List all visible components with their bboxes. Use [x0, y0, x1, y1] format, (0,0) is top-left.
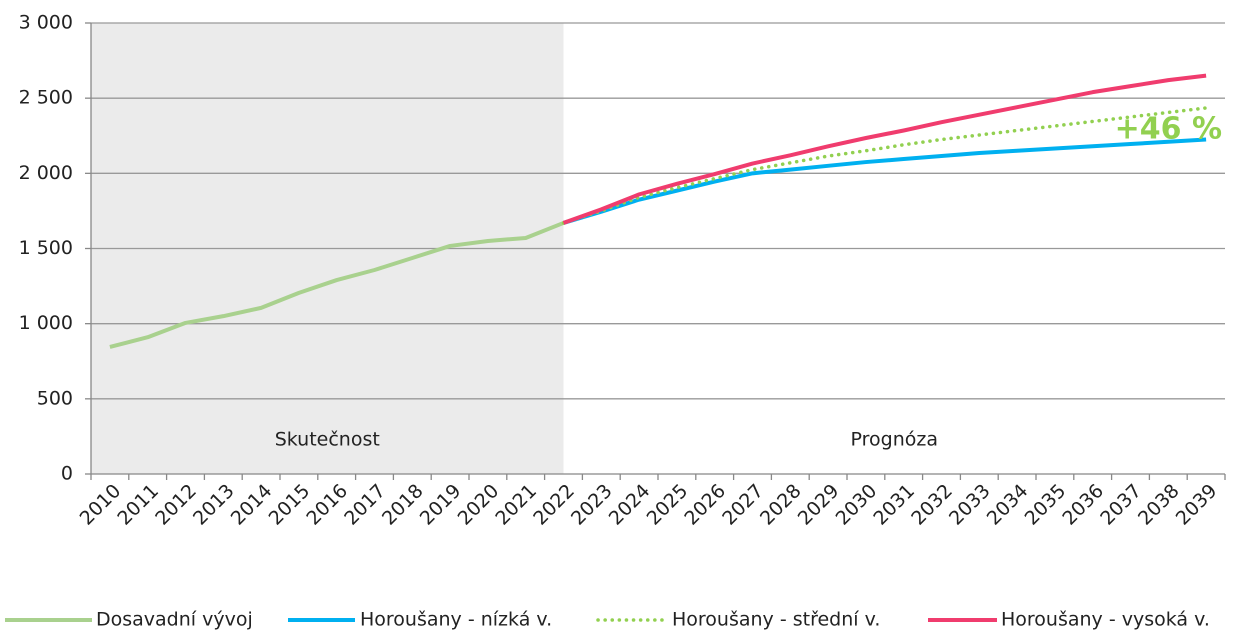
y-tick-label: 500 [37, 387, 73, 409]
x-tick-label: 2037 [1096, 480, 1146, 530]
legend-label: Dosavadní vývoj [96, 609, 253, 631]
x-tick-label: 2015 [265, 480, 315, 530]
x-tick-label: 2020 [454, 480, 504, 530]
y-tick-label: 0 [61, 463, 73, 485]
x-tick-label: 2036 [1058, 480, 1108, 530]
x-tick-label: 2025 [643, 480, 693, 530]
x-tick-label: 2017 [340, 480, 390, 530]
y-tick-label: 2 000 [19, 162, 73, 184]
x-tick-label: 2039 [1172, 480, 1222, 530]
legend-label: Horoušany - vysoká v. [1001, 609, 1210, 631]
series-line [561, 106, 1208, 225]
x-tick-label: 2033 [945, 480, 995, 530]
series-line [109, 221, 565, 349]
x-tick-label: 2016 [302, 480, 352, 530]
growth-annotation: +46 % [1115, 112, 1222, 147]
x-tick-label: 2026 [680, 480, 730, 530]
y-tick-label: 3 000 [19, 12, 73, 34]
x-tick-label: 2018 [378, 480, 428, 530]
y-tick-label: 1 500 [19, 237, 73, 259]
x-tick-label: 2035 [1021, 480, 1071, 530]
x-tick-label: 2019 [416, 480, 466, 530]
x-tick-label: 2029 [794, 480, 844, 530]
x-tick-label: 2027 [718, 480, 768, 530]
x-tick-label: 2038 [1134, 480, 1184, 530]
legend-label: Horoušany - nízká v. [360, 609, 552, 631]
x-tick-label: 2014 [227, 480, 277, 530]
y-tick-label: 1 000 [19, 312, 73, 334]
x-tick-label: 2034 [983, 480, 1033, 530]
x-tick-label: 2013 [189, 480, 239, 530]
x-tick-label: 2021 [491, 480, 541, 530]
x-tick-label: 2030 [832, 480, 882, 530]
x-tick-label: 2010 [76, 480, 126, 530]
x-tick-label: 2032 [907, 480, 957, 530]
x-tick-label: 2031 [869, 480, 919, 530]
y-tick-label: 2 500 [19, 87, 73, 109]
series-line [562, 73, 1207, 225]
x-tick-label: 2022 [529, 480, 579, 530]
series-line [562, 137, 1207, 225]
x-tick-label: 2023 [567, 480, 617, 530]
x-tick-label: 2012 [151, 480, 201, 530]
legend-label: Horoušany - střední v. [672, 609, 880, 631]
x-tick-label: 2028 [756, 480, 806, 530]
region-label: Skutečnost [275, 429, 380, 451]
x-tick-label: 2011 [113, 480, 163, 530]
x-tick-label: 2024 [605, 480, 655, 530]
region-label: Prognóza [851, 429, 939, 451]
